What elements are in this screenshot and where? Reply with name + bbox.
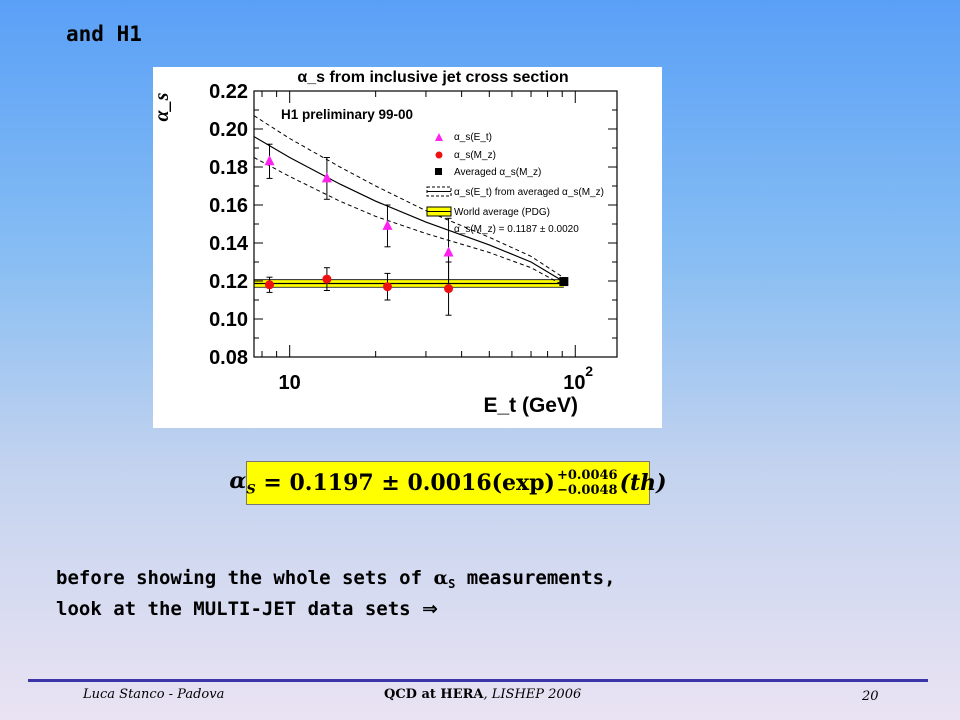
footer-divider [28, 679, 928, 682]
alpha-s-chart: α_s from inclusive jet cross section H1 … [153, 69, 618, 417]
legend-entry: World average (PDG) [454, 207, 550, 218]
formula-alpha: α [229, 468, 247, 495]
alpha-et-point [264, 155, 275, 166]
formula-pm: ± [381, 470, 400, 496]
page-number: 20 [862, 689, 879, 704]
formula-value: = 0.1197 [255, 470, 382, 496]
note-line-1-text: before showing the whole sets of [56, 567, 434, 589]
alpha-et-point [443, 246, 454, 257]
transition-note: before showing the whole sets of αS meas… [56, 564, 936, 624]
alpha-symbol: α [433, 567, 449, 589]
footer-topic: QCD at HERA [384, 687, 484, 702]
running-curve-lower [253, 157, 565, 286]
implies-arrow-icon: ⇒ [422, 598, 438, 620]
formula-th-term: (th) [619, 470, 667, 496]
alpha-et-point [321, 172, 332, 183]
formula-alpha-sub: S [246, 482, 256, 498]
alpha-mz-point [382, 282, 392, 292]
alpha-et-point [382, 219, 393, 230]
y-tick-label: 0.16 [209, 195, 248, 217]
x-tick-label-exponent: 2 [585, 363, 593, 379]
y-axis-label: α_s [153, 92, 173, 121]
y-tick-label: 0.10 [209, 309, 248, 331]
running-curve-central [253, 136, 565, 283]
x-tick-label: 10 [563, 372, 585, 394]
world-average-band [254, 279, 564, 288]
data-points [264, 143, 569, 316]
legend-entry: α_s(M_z) = 0.1187 ± 0.0020 [454, 224, 579, 235]
alpha-mz-point [265, 280, 275, 290]
x-tick-label: 10 [279, 372, 301, 394]
chart-panel: α_s from inclusive jet cross section H1 … [153, 67, 662, 428]
legend-entry: α_s(M_z) [454, 150, 496, 161]
alpha-s-result-formula: αS = 0.1197 ± 0.0016(exp) +0.0046 −0.004… [229, 461, 667, 505]
y-tick-label: 0.18 [209, 157, 248, 179]
note-line-2: look at the MULTI-JET data sets ⇒ [56, 595, 936, 624]
footer-event: , LISHEP 2006 [483, 687, 582, 702]
running-curves [253, 115, 565, 286]
y-tick-label: 0.22 [209, 81, 248, 103]
legend-circle-marker [435, 151, 443, 159]
footer-conference: QCD at HERA, LISHEP 2006 [384, 687, 581, 702]
y-tick-label: 0.14 [209, 233, 249, 255]
y-tick-label: 0.12 [209, 271, 248, 293]
y-tick-label: 0.20 [209, 119, 248, 141]
footer-author: Luca Stanco - Padova [83, 687, 225, 702]
slide-heading: and H1 [66, 22, 142, 46]
y-tick-label: 0.08 [209, 347, 248, 369]
alpha-mz-point [322, 274, 332, 284]
alpha-mz-point [444, 284, 454, 294]
formula-exp-term: 0.0016(exp) [399, 470, 555, 496]
x-axis-label: E_t (GeV) [483, 394, 578, 417]
averaged-alpha-point [559, 277, 569, 287]
legend-entry: α_s(E_t) from averaged α_s(M_z) [454, 187, 604, 198]
legend-entry: Averaged α_s(M_z) [454, 167, 541, 178]
chart-title: α_s from inclusive jet cross section [297, 69, 568, 86]
legend-entry: α_s(E_t) [454, 132, 492, 143]
note-line-1: before showing the whole sets of αS meas… [56, 564, 936, 595]
running-curve-upper [253, 115, 565, 279]
formula-th-lower: −0.0048 [556, 483, 618, 498]
formula-lhs: αS [229, 468, 255, 497]
legend-triangle-marker [435, 133, 443, 141]
chart-legend: α_s(E_t) α_s(M_z) Averaged α_s(M_z) α_s(E_t… [426, 132, 604, 235]
chart-subtitle: H1 preliminary 99-00 [281, 107, 413, 122]
formula-th-upper: +0.0046 [556, 468, 618, 483]
formula-th-errors: +0.0046 −0.0048 [557, 468, 618, 498]
note-line-2-text: look at the MULTI-JET data sets [56, 598, 423, 620]
legend-square-marker [435, 168, 442, 175]
note-line-1-tail: measurements, [455, 567, 616, 589]
alpha-subscript: S [448, 577, 456, 591]
